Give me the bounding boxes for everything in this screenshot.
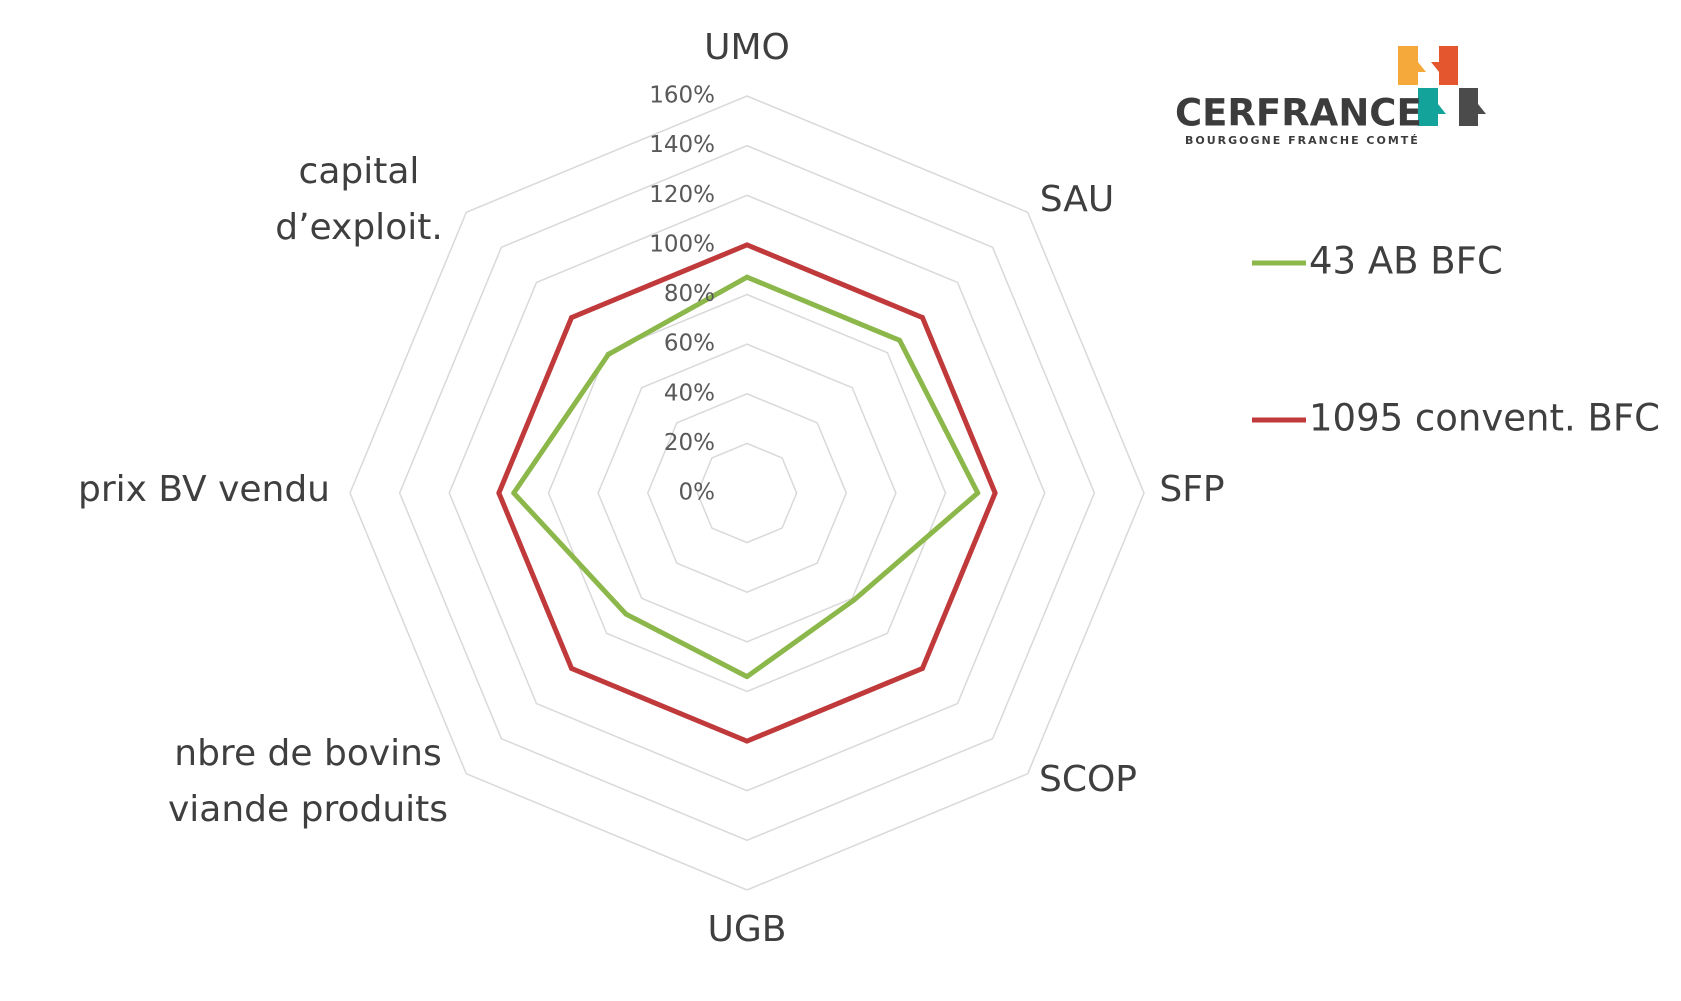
series-line [511,274,981,680]
tick-label: 160% [649,83,715,109]
data-point [919,315,925,321]
grid-ring [547,293,947,693]
category-label: SAU [1039,179,1115,220]
data-point [569,665,575,671]
logo-mark [1398,46,1486,126]
category-label: SFP [1159,469,1225,510]
category-label: UMO [704,27,790,68]
data-point [744,274,750,280]
data-point [623,611,629,617]
tick-label: 40% [664,380,715,406]
legend-label: 43 AB BFC [1309,240,1503,283]
grid-ring [398,144,1096,842]
data-point [744,242,750,248]
grid-ring [696,442,798,544]
data-point [744,738,750,744]
grid-ring [646,392,848,594]
tick-label: 60% [664,331,715,357]
category-label: prix BV vendu [78,469,330,510]
data-point [975,490,981,496]
data-point [919,665,925,671]
grid-ring [597,343,897,643]
data-point [851,597,857,603]
grid-ring [349,95,1145,891]
data-point [511,490,517,496]
data-point [897,337,903,343]
logo-subtitle: BOURGOGNE FRANCHE COMTÉ [1185,134,1420,147]
tick-label: 140% [649,132,715,158]
tick-label: 100% [649,231,715,257]
legend-label: 1095 convent. BFC [1309,397,1660,440]
tick-label: 0% [679,480,716,506]
data-point [569,315,575,321]
category-label: SCOP [1038,759,1138,800]
data-point [992,490,998,496]
category-label: nbre de bovins viande produits [167,733,449,830]
category-label: capital d’exploit. [275,151,443,248]
category-label: UGB [707,909,787,950]
tick-label: 80% [664,281,715,307]
tick-label: 120% [649,182,715,208]
logo-name: CERFRANCE [1175,92,1422,135]
tick-label: 20% [664,430,715,456]
data-point [605,351,611,357]
data-point [744,674,750,680]
grid-ring [448,194,1046,792]
data-point [496,490,502,496]
